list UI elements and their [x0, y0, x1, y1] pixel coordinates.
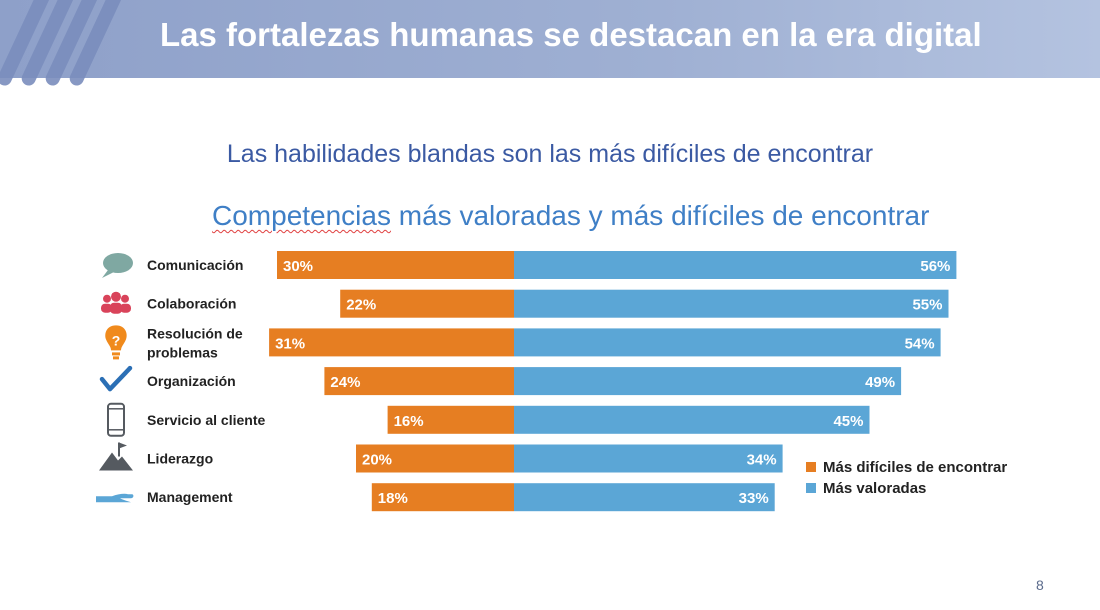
- chart-title-underlined: Competencias: [212, 200, 391, 231]
- bar-valoradas-1: [514, 251, 957, 279]
- category-label-3: problemas: [147, 344, 218, 360]
- category-label-6: Liderazgo: [147, 451, 213, 467]
- data-label-valoradas-1: 56%: [920, 258, 950, 275]
- bar-dificiles-1: [277, 251, 514, 279]
- data-label-valoradas-2: 55%: [912, 297, 942, 314]
- category-label-5: Servicio al cliente: [147, 412, 265, 428]
- page-number: 8: [1036, 577, 1044, 593]
- bar-dificiles-4: [324, 367, 514, 396]
- checkmark-icon: [99, 365, 133, 392]
- chart-title: Competencias más valoradas y más difícil…: [212, 200, 929, 232]
- slide-title: Las fortalezas humanas se destacan en la…: [160, 16, 982, 53]
- data-label-dificiles-7: 18%: [378, 490, 408, 507]
- bar-dificiles-6: [356, 444, 514, 473]
- people-icon: [101, 291, 131, 314]
- bar-dificiles-5: [387, 405, 514, 434]
- bar-valoradas-2: [514, 289, 949, 318]
- bar-valoradas-6: [514, 444, 783, 473]
- data-label-dificiles-2: 22%: [346, 297, 376, 314]
- bar-valoradas-3: [514, 328, 941, 357]
- data-label-valoradas-6: 34%: [747, 452, 777, 469]
- data-label-valoradas-4: 49%: [865, 374, 895, 391]
- lightbulb-question-icon: ?: [105, 325, 127, 360]
- bar-valoradas-4: [514, 367, 902, 396]
- category-label-4: Organización: [147, 373, 236, 389]
- data-label-dificiles-3: 31%: [275, 335, 305, 352]
- data-label-dificiles-1: 30%: [283, 258, 313, 275]
- category-label-1: Comunicación: [147, 257, 243, 273]
- data-label-valoradas-3: 54%: [905, 335, 935, 352]
- phone-icon: [107, 402, 125, 437]
- data-label-valoradas-5: 45%: [833, 413, 863, 430]
- svg-text:?: ?: [112, 332, 121, 348]
- header-banner: Las fortalezas humanas se destacan en la…: [0, 0, 1100, 88]
- data-label-dificiles-6: 20%: [362, 452, 392, 469]
- bar-dificiles-3: [269, 328, 514, 357]
- bar-valoradas-5: [514, 405, 870, 434]
- category-label-2: Colaboración: [147, 296, 236, 312]
- category-label-7: Management: [147, 489, 233, 505]
- bar-valoradas-7: [514, 483, 775, 512]
- legend-label-1: Más difíciles de encontrar: [823, 459, 1007, 476]
- legend-label-2: Más valoradas: [823, 480, 926, 497]
- bar-dificiles-7: [371, 483, 514, 512]
- legend-swatch-1: [806, 462, 816, 472]
- legend-swatch-2: [806, 483, 816, 493]
- data-label-valoradas-7: 33%: [739, 490, 769, 507]
- category-label-3: Resolución de: [147, 325, 243, 341]
- speech-bubble-icon: [102, 253, 133, 278]
- hand-icon: [96, 493, 134, 503]
- data-label-dificiles-4: 24%: [330, 374, 360, 391]
- mountain-flag-icon: [99, 442, 133, 471]
- bar-dificiles-2: [340, 289, 514, 318]
- data-label-dificiles-5: 16%: [394, 413, 424, 430]
- chart-title-rest: más valoradas y más difíciles de encontr…: [390, 200, 930, 231]
- slide-subtitle: Las habilidades blandas son las más difí…: [226, 140, 874, 168]
